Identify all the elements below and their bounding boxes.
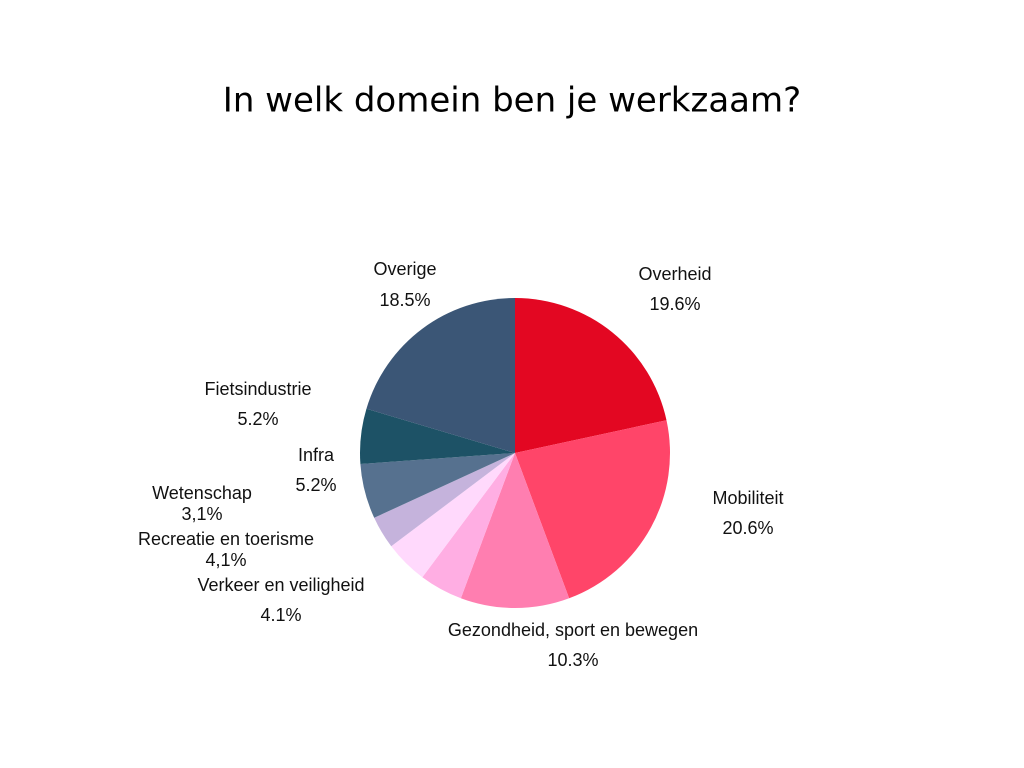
slice-label: Fietsindustrie: [204, 379, 311, 399]
value-label: 18.5%: [379, 290, 430, 310]
pie-slice: [515, 420, 670, 599]
pie-slice: [391, 453, 515, 578]
value-label: 3,1%: [181, 504, 222, 524]
value-label: 5.2%: [295, 475, 336, 495]
slice-label: Wetenschap: [152, 483, 252, 503]
value-label: 19.6%: [649, 294, 700, 314]
pie-slice: [422, 453, 515, 599]
value-label: 20.6%: [722, 518, 773, 538]
slice-label: Overheid: [638, 264, 711, 284]
pie-slice: [360, 408, 515, 464]
pie-slice: [515, 298, 667, 453]
value-label: 4.1%: [260, 605, 301, 625]
pie-slice: [460, 453, 570, 608]
pie-slice: [366, 298, 515, 453]
value-label: 5.2%: [237, 409, 278, 429]
value-label: 10.3%: [547, 650, 598, 670]
slice-label: Verkeer en veiligheid: [197, 575, 364, 595]
slice-label: Infra: [298, 445, 335, 465]
chart-title: In welk domein ben je werkzaam?: [223, 81, 801, 121]
value-label: 4,1%: [205, 550, 246, 570]
pie-slice: [374, 453, 515, 547]
slice-label: Mobiliteit: [712, 488, 783, 508]
pie-slice: [360, 453, 515, 518]
slice-label: Gezondheid, sport en bewegen: [448, 620, 698, 640]
slice-label: Recreatie en toerisme: [138, 529, 314, 549]
slice-label: Overige: [373, 259, 436, 279]
